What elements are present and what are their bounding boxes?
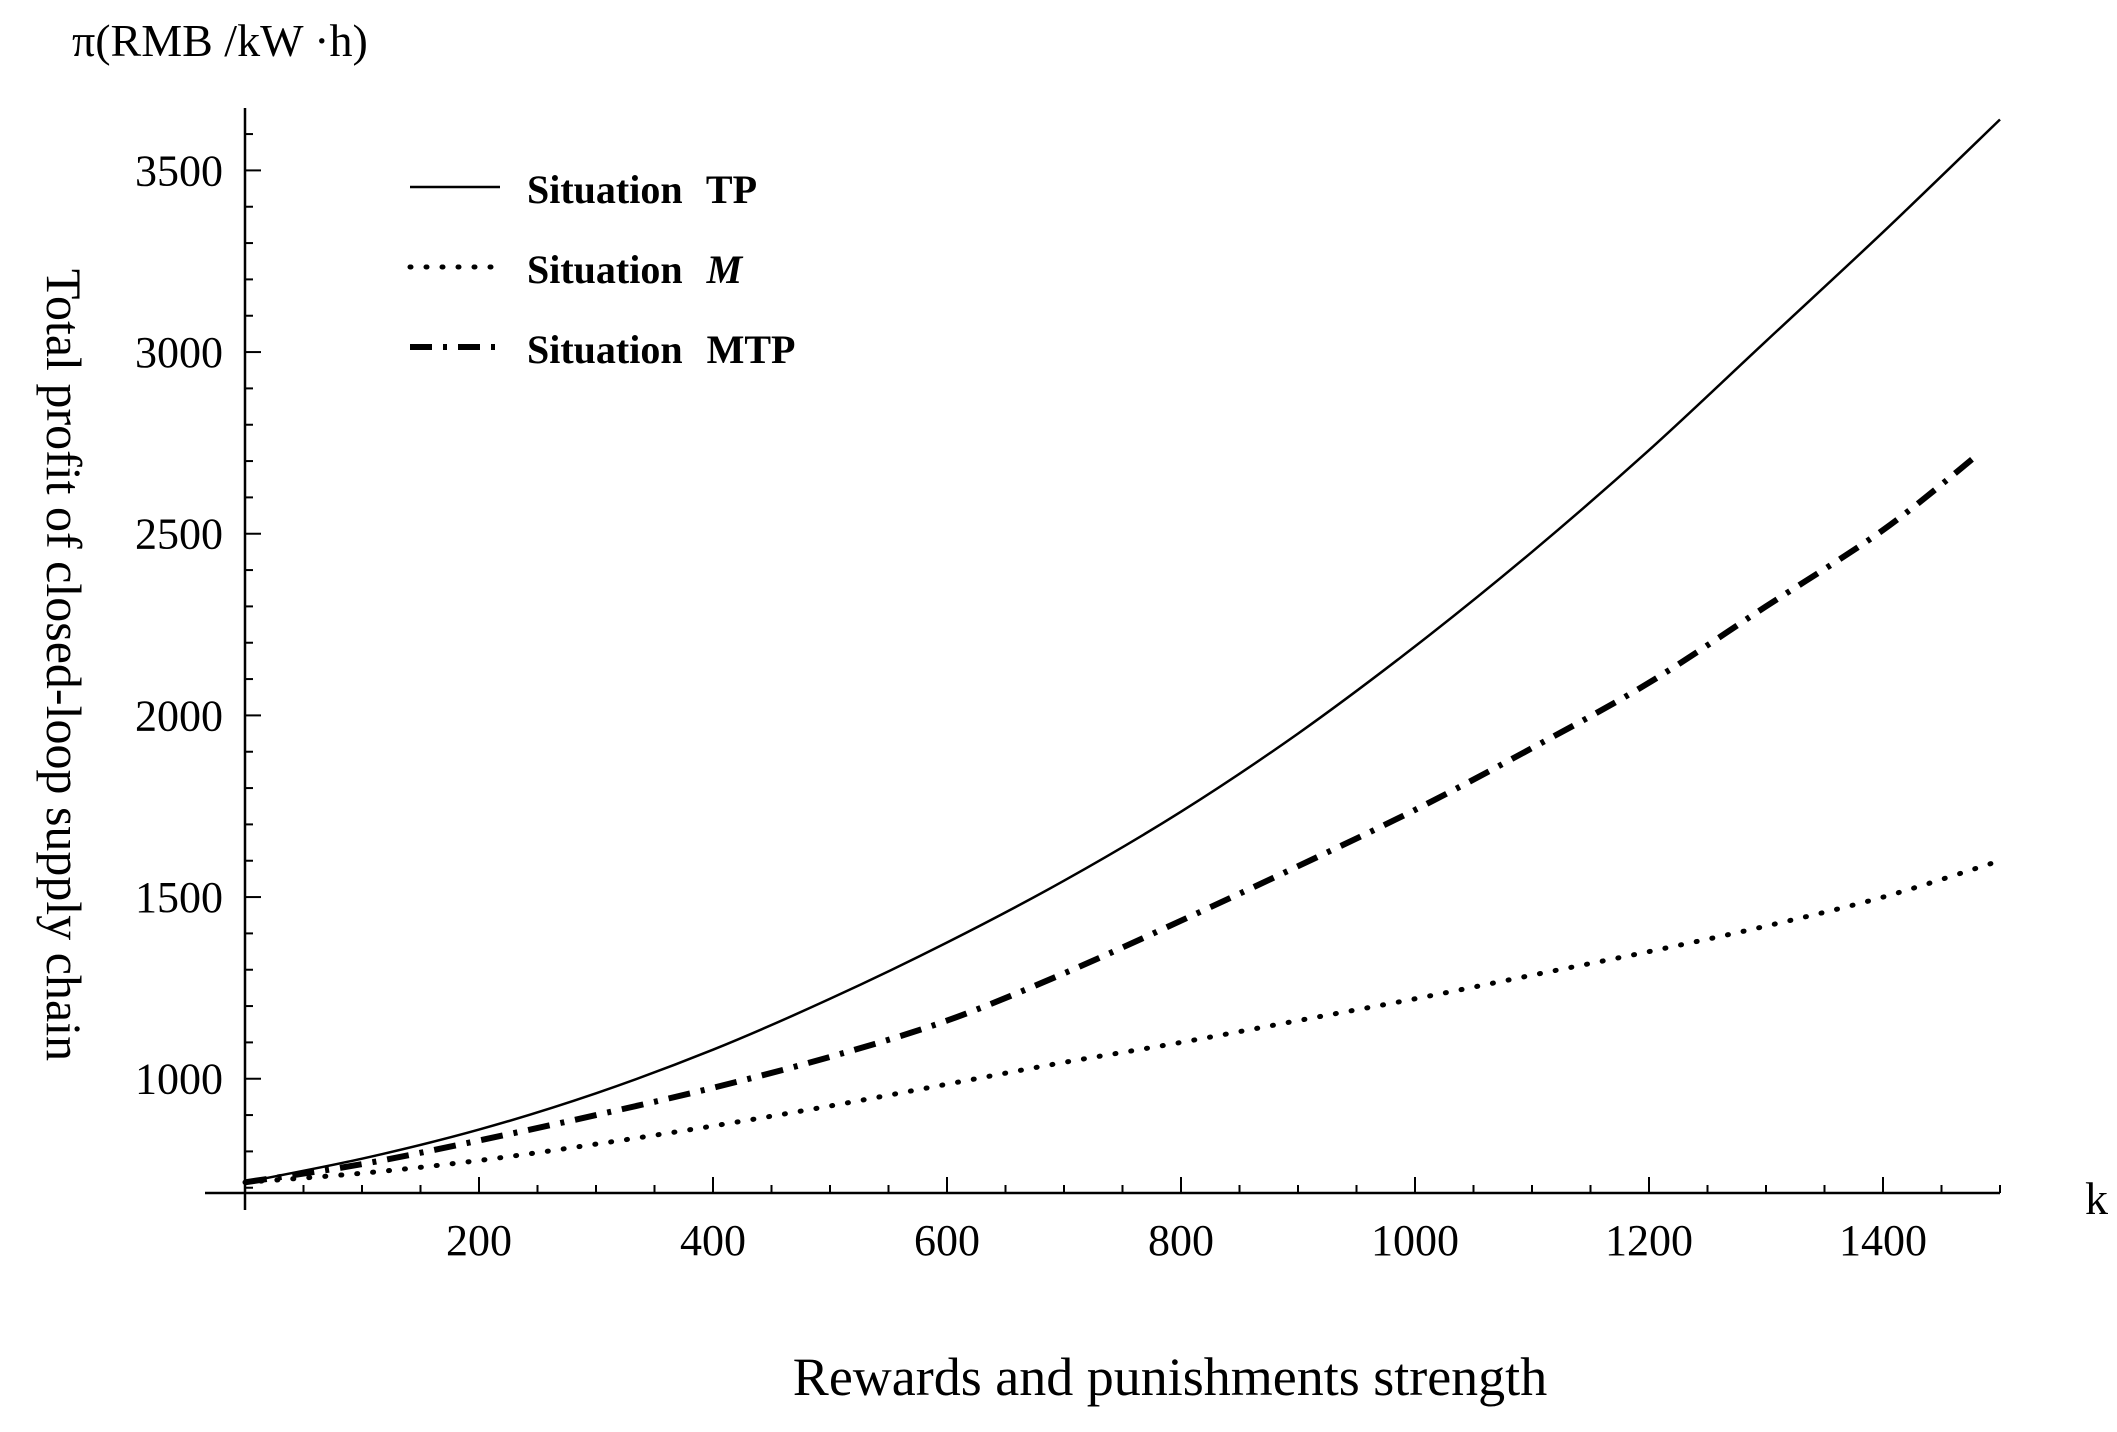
y-unit-label: π(RMB /kW ·h) (72, 15, 368, 66)
legend-label-suffix: M (706, 247, 744, 292)
legend-label-situation-m: Situation M (527, 247, 744, 292)
x-tick-label: 600 (914, 1216, 980, 1265)
legend-label-prefix: Situation (527, 247, 693, 292)
y-tick-label: 2500 (135, 510, 223, 559)
y-tick-label: 2000 (135, 691, 223, 740)
axis-ticks: 200 400 600 800 1000 1200 1400 1000 1500 2000 2500… (135, 133, 2001, 1265)
x-tick-label: 1200 (1605, 1216, 1693, 1265)
y-tick-label: 3000 (135, 328, 223, 377)
y-tick-label: 1500 (135, 873, 223, 922)
y-tick-label: 3500 (135, 146, 223, 195)
legend-label-prefix: Situation (527, 167, 692, 212)
x-tick-label: 800 (1148, 1216, 1214, 1265)
legend-label-situation-mtp: Situation MTP (527, 327, 795, 372)
legend-label-prefix: Situation (527, 327, 693, 372)
series-line-situation-tp (244, 118, 2001, 1184)
series-layer (242, 118, 2003, 1186)
axes (205, 108, 2000, 1210)
x-axis-title: Rewards and punishments strength (793, 1347, 1547, 1407)
x-tick-label: 1400 (1839, 1216, 1927, 1265)
y-tick-label: 1000 (135, 1055, 223, 1104)
x-tick-label: 400 (680, 1216, 746, 1265)
x-tick-label: 200 (446, 1216, 512, 1265)
legend-label-situation-tp: Situation TP (527, 167, 757, 212)
series-line-situation-m (242, 858, 2003, 1185)
x-tick-label: 1000 (1371, 1216, 1459, 1265)
series-line-situation-mtp (244, 453, 1979, 1186)
legend-label-suffix: TP (706, 167, 757, 212)
legend-label-suffix: MTP (707, 327, 796, 372)
x-axis-letter: k (2085, 1173, 2108, 1224)
y-axis-title: Total profit of closed-loop supply chain (36, 269, 92, 1061)
